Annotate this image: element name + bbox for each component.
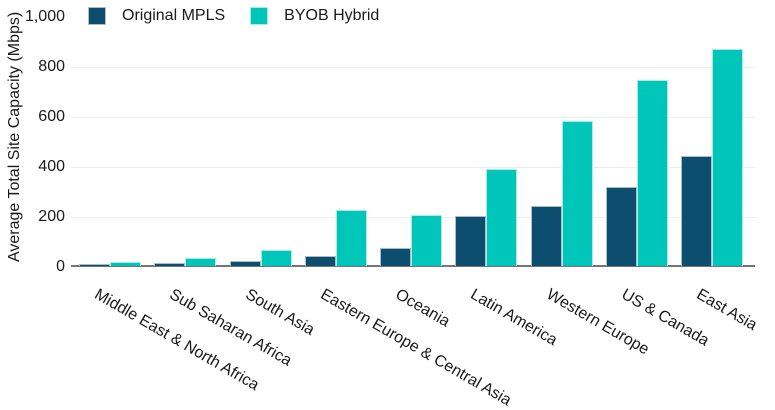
bar-group-7 — [530, 121, 593, 266]
bar-byob-hybrid — [335, 210, 367, 266]
bar-group-6 — [455, 169, 518, 266]
bar-original-mpls — [530, 206, 562, 266]
gridline-400 — [71, 167, 755, 168]
x-tick-label: Sub Saharan Africa — [166, 286, 295, 370]
y-tick-label: 0 — [56, 258, 65, 275]
bar-group-3 — [229, 250, 292, 266]
bar-groups — [79, 0, 743, 266]
gridline-600 — [71, 117, 755, 118]
bar-group-5 — [380, 215, 442, 266]
plot-area — [71, 0, 755, 267]
bar-byob-hybrid — [486, 169, 518, 266]
bar-original-mpls — [605, 187, 637, 266]
bar-original-mpls — [455, 216, 487, 266]
bar-byob-hybrid — [110, 262, 141, 266]
bar-original-mpls — [154, 263, 186, 266]
x-tick-label: Middle East & North Africa — [91, 286, 262, 395]
x-tick-label: East Asia — [693, 286, 760, 335]
bar-original-mpls — [79, 264, 110, 266]
y-tick-label: 400 — [38, 158, 65, 175]
gridline-800 — [71, 67, 755, 68]
bar-byob-hybrid — [185, 258, 217, 266]
y-tick-label: 600 — [38, 108, 65, 125]
bar-group-4 — [304, 210, 367, 266]
x-tick-label: Eastern Europe & Central Asia — [317, 286, 514, 410]
x-tick-label: South Asia — [242, 286, 317, 339]
bar-byob-hybrid — [712, 49, 743, 266]
y-tick-label: 800 — [38, 58, 65, 75]
x-tick-label: Latin America — [467, 286, 561, 350]
bar-group-2 — [154, 258, 217, 266]
bar-original-mpls — [681, 156, 712, 266]
legend-label-original-mpls: Original MPLS — [122, 7, 226, 24]
y-tick-label: 200 — [38, 208, 65, 225]
bar-group-9 — [681, 49, 743, 266]
legend-item-original-mpls: Original MPLS — [88, 7, 225, 25]
bar-group-1 — [79, 262, 141, 266]
x-tick-label: Oceania — [392, 286, 453, 331]
legend-item-byob-hybrid: BYOB Hybrid — [250, 7, 379, 25]
y-axis-tick-labels: 0 200 400 600 800 1,000 — [0, 0, 65, 280]
legend-label-byob-hybrid: BYOB Hybrid — [284, 7, 380, 24]
x-tick-label: Western Europe — [543, 286, 652, 359]
bar-byob-hybrid — [636, 80, 668, 266]
x-axis-line — [71, 265, 755, 267]
bar-byob-hybrid — [260, 250, 292, 266]
legend-swatch-byob-hybrid — [250, 7, 269, 25]
bar-original-mpls — [229, 261, 261, 266]
bar-original-mpls — [380, 248, 411, 266]
chart-legend: Original MPLS BYOB Hybrid — [88, 7, 379, 25]
bar-byob-hybrid — [411, 215, 442, 266]
bar-byob-hybrid — [561, 121, 593, 266]
x-tick-label: US & Canada — [618, 286, 712, 350]
y-tick-label: 1,000 — [24, 8, 65, 25]
bar-original-mpls — [304, 256, 336, 266]
legend-swatch-original-mpls — [88, 7, 106, 25]
bar-group-8 — [605, 80, 668, 266]
